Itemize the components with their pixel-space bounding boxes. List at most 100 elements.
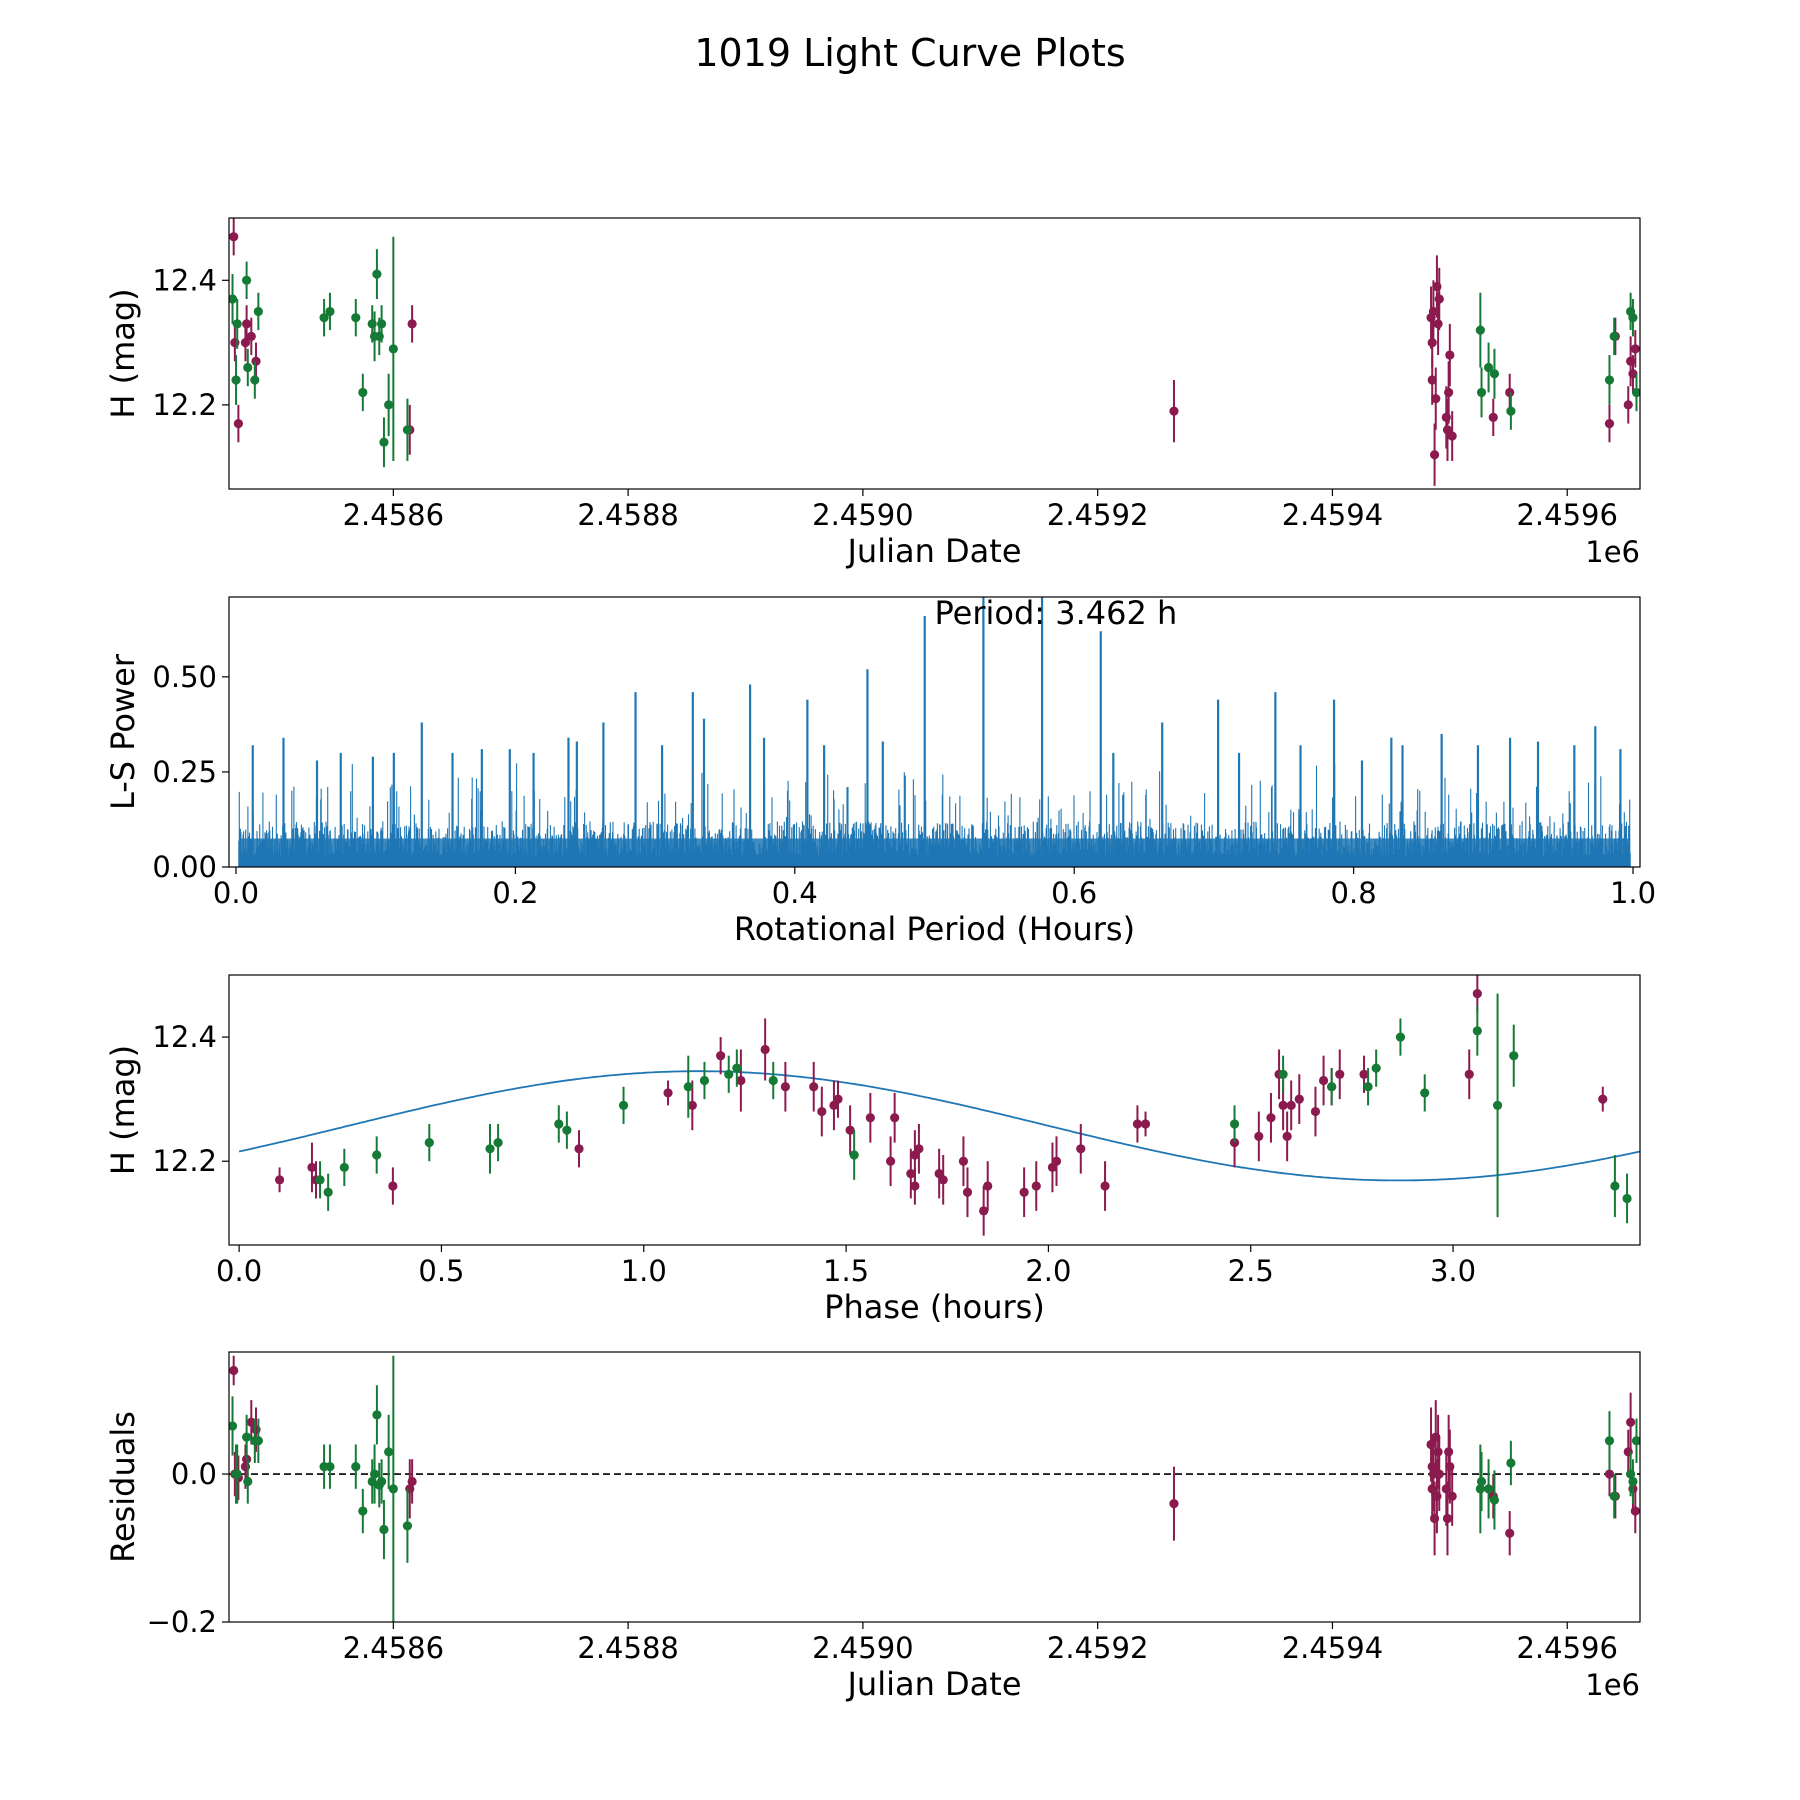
phasefold-green-point: [493, 1137, 503, 1148]
phasefold-red-point: [760, 1044, 770, 1055]
phasefold-green-point: [732, 1063, 742, 1073]
residuals-green-point: [351, 1462, 361, 1472]
phasefold-ytick-label: 12.2: [152, 1144, 217, 1178]
phasefold-green-point: [683, 1082, 693, 1092]
lightcurve-green-point: [1604, 375, 1615, 385]
phasefold-green-point: [485, 1144, 495, 1154]
residuals-green-point: [1483, 1484, 1494, 1494]
lightcurve-green-point: [379, 437, 389, 447]
residuals-ticks: 2.4586 2.4588 2.4590 2.4592 2.4594 2.4596 −0.2…: [147, 1457, 1618, 1665]
lightcurve-red-point: [246, 331, 256, 341]
residuals-red-point: [407, 1476, 417, 1487]
phasefold-red-point: [833, 1094, 843, 1104]
residuals-green-point: [388, 1484, 398, 1494]
phasefold-red-point: [890, 1113, 900, 1123]
phasefold-x-label: Phase (hours): [824, 1288, 1045, 1326]
lightcurve-red-point: [1442, 425, 1453, 435]
phasefold-xtick-label: 2.0: [1025, 1254, 1071, 1288]
lightcurve-green-point: [372, 269, 382, 279]
lightcurve-xtick-label: 2.4594: [1282, 498, 1383, 532]
lightcurve-x-label: Julian Date: [845, 532, 1021, 570]
phasefold-red-point: [962, 1187, 973, 1197]
phasefold-red-point: [1132, 1119, 1143, 1129]
phasefold-red-point: [906, 1169, 916, 1179]
phasefold-xtick-label: 1.0: [621, 1254, 667, 1288]
lightcurve-green-point: [388, 344, 398, 354]
phasefold-red-point: [1310, 1106, 1321, 1117]
phasefold-xtick-label: 1.5: [823, 1254, 869, 1288]
lightcurve-green-point: [325, 306, 335, 317]
lightcurve-red-point: [242, 319, 252, 329]
phasefold-green-point: [724, 1069, 734, 1079]
periodogram-xtick-label: 0.6: [1051, 876, 1097, 910]
phasefold-panel: 0.0 0.5 1.0 1.5 2.0 2.5 3.0 12.2 12.4 Phase (hou…: [104, 974, 1641, 1326]
periodogram-lines: [238, 597, 1631, 867]
residuals-red-point: [1505, 1528, 1515, 1538]
residuals-y-label: Residuals: [104, 1411, 142, 1563]
residuals-green-point: [372, 1410, 382, 1420]
lightcurve-green-point: [1475, 325, 1485, 335]
phasefold-red-point: [1100, 1181, 1110, 1191]
phasefold-red-point: [1266, 1113, 1276, 1123]
residuals-green-point: [379, 1524, 389, 1535]
residuals-xtick-label: 2.4588: [577, 1631, 678, 1665]
residuals-red-point: [1169, 1499, 1179, 1509]
residuals-red-point: [246, 1417, 256, 1427]
lightcurve-xtick-label: 2.4592: [1047, 498, 1148, 532]
phasefold-red-point: [938, 1175, 948, 1185]
phasefold-red-point: [983, 1181, 993, 1191]
lightcurve-red-point: [251, 356, 261, 366]
phasefold-red-point: [865, 1113, 875, 1123]
residuals-green-point: [1476, 1476, 1487, 1487]
phasefold-green-point: [424, 1137, 434, 1148]
residuals-green-point: [384, 1447, 394, 1457]
residuals-green-point: [1628, 1476, 1638, 1487]
lightcurve-ticks: 2.4586 2.4588 2.4590 2.4592 2.4594 2.4596 12.2…: [152, 263, 1618, 532]
residuals-xtick-label: 2.4594: [1282, 1631, 1383, 1665]
residuals-markers: [229, 1355, 1640, 1622]
phasefold-green-point: [372, 1150, 382, 1160]
phasefold-red-point: [1318, 1075, 1329, 1086]
lightcurve-green-point: [1609, 331, 1619, 341]
lightcurve-green-point: [1631, 387, 1640, 398]
lightcurve-green-point: [250, 375, 260, 385]
lightcurve-green-point: [358, 387, 368, 398]
residuals-green-point: [232, 1469, 242, 1479]
residuals-green-point: [377, 1476, 387, 1487]
residuals-green-point: [1489, 1495, 1500, 1505]
phasefold-green-point: [1420, 1088, 1430, 1098]
lightcurve-green-point: [377, 319, 387, 329]
phasefold-red-point: [1598, 1094, 1608, 1104]
residuals-green-point: [325, 1462, 335, 1472]
periodogram-y-label: L-S Power: [104, 653, 142, 810]
periodogram-xtick-label: 1.0: [1610, 876, 1656, 910]
periodogram-frame: [228, 596, 1641, 868]
phasefold-green-point: [1371, 1063, 1381, 1073]
phasefold-ytick-label: 12.4: [152, 1020, 217, 1054]
phasefold-green-point: [1327, 1082, 1337, 1092]
lightcurve-red-point: [1488, 412, 1498, 422]
phasefold-red-point: [1294, 1094, 1304, 1104]
phasefold-red-point: [910, 1181, 920, 1191]
lightcurve-red-point: [1623, 400, 1633, 410]
lightcurve-red-point: [1444, 387, 1454, 398]
phasefold-frame: [228, 974, 1641, 1246]
periodogram-ytick-label: 0.50: [152, 660, 217, 694]
lightcurve-green-point: [402, 425, 413, 435]
periodogram-xtick-label: 0.0: [213, 876, 259, 910]
residuals-red-point: [229, 1365, 239, 1376]
phasefold-xtick-label: 0.5: [418, 1254, 464, 1288]
residuals-green-point: [243, 1476, 253, 1487]
phasefold-red-point: [914, 1144, 924, 1154]
phasefold-red-point: [1359, 1069, 1369, 1079]
phasefold-xtick-label: 2.5: [1228, 1254, 1274, 1288]
periodogram-xtick-label: 0.4: [772, 876, 818, 910]
periodogram-xtick-label: 0.2: [492, 876, 538, 910]
phasefold-green-point: [562, 1125, 572, 1135]
residuals-ytick-label: 0.0: [171, 1457, 217, 1491]
phasefold-red-point: [574, 1144, 584, 1154]
phasefold-green-point: [618, 1100, 629, 1110]
residuals-red-point: [1626, 1417, 1636, 1427]
periodogram-noise-floor: [238, 838, 1631, 867]
